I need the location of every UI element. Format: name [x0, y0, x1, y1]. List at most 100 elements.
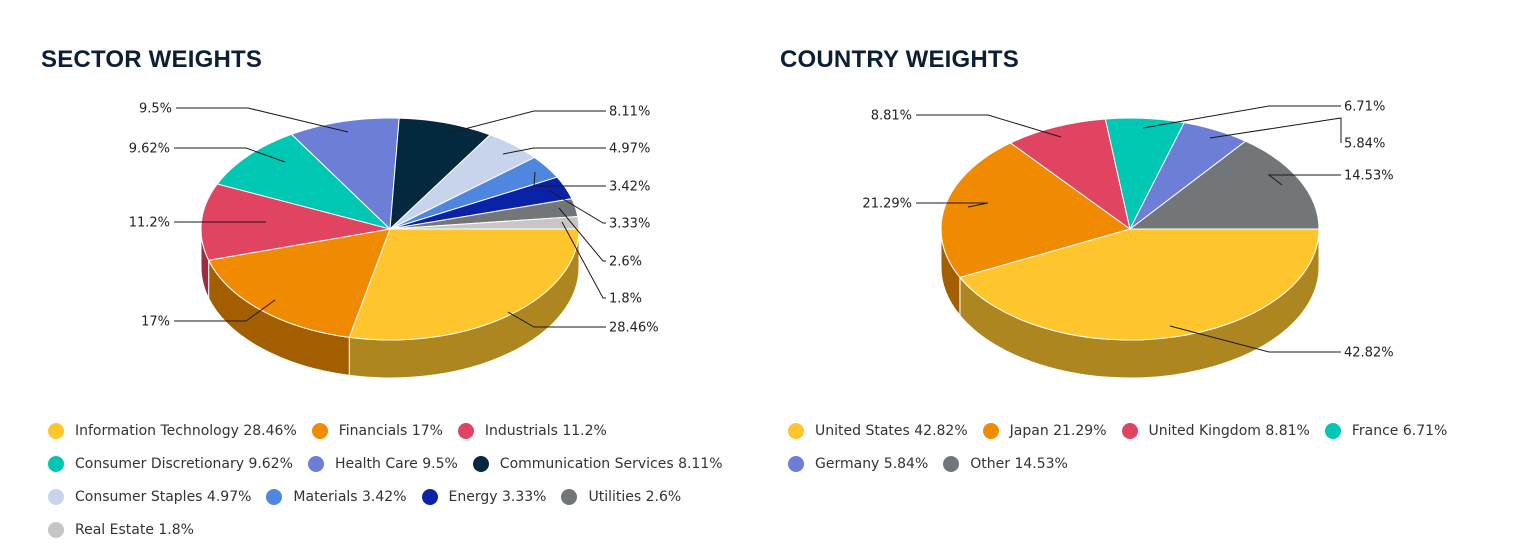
legend-label: Materials 3.42% [293, 488, 407, 505]
country-slice-united-states[interactable] [959, 228, 1320, 341]
legend-label: Consumer Discretionary 9.62% [75, 455, 293, 472]
country-value-label: 21.29% [862, 197, 912, 212]
sector-leader-line [444, 110, 606, 135]
sector-data-labels: 28.46% 17% 11.2% 9.62% 9.5% 8.11% 4.97% 3.42% 3.… [129, 102, 659, 336]
country-value-label: 14.53% [1344, 169, 1394, 184]
legend-swatch-icon [561, 488, 578, 505]
legend-item-other[interactable]: Other 14.53% [943, 455, 1068, 472]
legend-row: Consumer Staples 4.97% Materials 3.42% Ene… [48, 480, 748, 513]
sector-leader-line [533, 171, 606, 187]
sector-slice-real-estate[interactable] [389, 215, 580, 230]
sector-value-label: 8.11% [609, 105, 650, 120]
country-legend: United States 42.82% Japan 21.29% United K… [788, 414, 1508, 480]
sector-leader-line [174, 147, 286, 163]
legend-item-consumer-discretionary[interactable]: Consumer Discretionary 9.62% [48, 455, 293, 472]
country-weights-panel: 42.82% 21.29% 8.81% 6.71% 5.84% 14.53% COUNTR… [760, 0, 1522, 556]
sector-value-label: 9.62% [129, 142, 170, 157]
legend-row: Real Estate 1.8% [48, 513, 748, 546]
legend-swatch-icon [266, 488, 283, 505]
legend-item-united-kingdom[interactable]: United Kingdom 8.81% [1121, 422, 1310, 439]
country-leader-line [1142, 105, 1341, 129]
sector-leader-line [176, 107, 349, 133]
sector-slice-information-technology[interactable] [348, 228, 580, 341]
sector-leader-line [547, 189, 606, 224]
legend-item-energy[interactable]: Energy 3.33% [421, 488, 547, 505]
legend-label: Germany 5.84% [815, 455, 929, 472]
legend-item-france[interactable]: France 6.71% [1324, 422, 1448, 439]
legend-item-japan[interactable]: Japan 21.29% [982, 422, 1107, 439]
sector-value-label: 3.42% [609, 180, 650, 195]
sector-slice-communication-services[interactable] [389, 117, 492, 231]
sector-value-label: 11.2% [129, 216, 170, 231]
legend-label: France 6.71% [1351, 422, 1448, 439]
sector-value-label: 3.33% [609, 217, 650, 232]
country-pie-top [940, 117, 1320, 341]
sector-slice-health-care[interactable] [290, 117, 400, 231]
legend-label: Energy 3.33% [448, 488, 547, 505]
legend-swatch-icon [1121, 422, 1138, 439]
sector-value-label: 28.46% [609, 321, 659, 336]
legend-label: Real Estate 1.8% [75, 521, 194, 538]
country-slice-united-kingdom[interactable] [1009, 118, 1131, 231]
legend-swatch-icon [472, 455, 489, 472]
country-slice-japan[interactable] [940, 142, 1132, 278]
legend-swatch-icon [1324, 422, 1341, 439]
sector-slice-consumer-discretionary[interactable] [216, 133, 392, 230]
country-leader-line [916, 202, 989, 208]
country-value-label: 5.84% [1344, 137, 1385, 152]
legend-item-communication-services[interactable]: Communication Services 8.11% [472, 455, 723, 472]
country-leader-line [1267, 174, 1341, 186]
sector-weights-panel: 28.46% 17% 11.2% 9.62% 9.5% 8.11% 4.97% 3.42% 3.… [0, 0, 760, 556]
legend-item-financials[interactable]: Financials 17% [311, 422, 443, 439]
sector-pie-chart: 28.46% 17% 11.2% 9.62% 9.5% 8.11% 4.97% 3.42% 3.… [129, 102, 659, 379]
country-value-label: 8.81% [871, 109, 912, 124]
legend-label: Utilities 2.6% [588, 488, 682, 505]
legend-label: Industrials 11.2% [484, 422, 607, 439]
legend-label: United Kingdom 8.81% [1148, 422, 1310, 439]
legend-swatch-icon [943, 455, 960, 472]
legend-row: Germany 5.84% Other 14.53% [788, 447, 1508, 480]
sector-pie-top [200, 117, 580, 341]
legend-swatch-icon [788, 455, 804, 472]
country-chart-title: COUNTRY WEIGHTS [780, 46, 1020, 73]
legend-label: Communication Services 8.11% [499, 455, 723, 472]
legend-item-utilities[interactable]: Utilities 2.6% [561, 488, 682, 505]
legend-label: Information Technology 28.46% [75, 422, 297, 439]
sector-leader-line [502, 147, 606, 155]
legend-row: Consumer Discretionary 9.62% Health Care … [48, 447, 748, 480]
country-value-label: 42.82% [1344, 346, 1394, 361]
legend-row: United States 42.82% Japan 21.29% United K… [788, 414, 1508, 447]
legend-label: Financials 17% [338, 422, 443, 439]
legend-label: Japan 21.29% [1009, 422, 1107, 439]
sector-legend: Information Technology 28.46% Financials … [48, 414, 748, 546]
legend-swatch-icon [48, 488, 64, 505]
sector-value-label: 4.97% [609, 142, 650, 157]
legend-item-consumer-staples[interactable]: Consumer Staples 4.97% [48, 488, 252, 505]
legend-item-materials[interactable]: Materials 3.42% [266, 488, 407, 505]
legend-swatch-icon [307, 455, 324, 472]
legend-item-united-states[interactable]: United States 42.82% [788, 422, 968, 439]
legend-swatch-icon [457, 422, 474, 439]
sector-value-label: 2.6% [609, 255, 642, 270]
country-leader-line [916, 114, 1062, 138]
legend-swatch-icon [48, 455, 64, 472]
country-slice-other[interactable] [1128, 140, 1320, 230]
legend-label: Consumer Staples 4.97% [75, 488, 252, 505]
legend-swatch-icon [982, 422, 999, 439]
sector-chart-title: SECTOR WEIGHTS [41, 46, 263, 73]
legend-item-germany[interactable]: Germany 5.84% [788, 455, 929, 472]
country-value-label: 6.71% [1344, 100, 1385, 115]
legend-swatch-icon [788, 422, 804, 439]
legend-row: Information Technology 28.46% Financials … [48, 414, 748, 447]
country-data-labels: 42.82% 21.29% 8.81% 6.71% 5.84% 14.53% [862, 100, 1393, 361]
legend-item-information-technology[interactable]: Information Technology 28.46% [48, 422, 297, 439]
legend-label: United States 42.82% [815, 422, 968, 439]
country-leader-line [1209, 117, 1342, 143]
legend-item-health-care[interactable]: Health Care 9.5% [307, 455, 458, 472]
legend-item-industrials[interactable]: Industrials 11.2% [457, 422, 607, 439]
legend-item-real-estate[interactable]: Real Estate 1.8% [48, 521, 194, 538]
legend-swatch-icon [311, 422, 328, 439]
sector-leader-line [174, 299, 276, 322]
country-leader-line [1169, 325, 1341, 353]
sector-leader-line [558, 207, 606, 262]
